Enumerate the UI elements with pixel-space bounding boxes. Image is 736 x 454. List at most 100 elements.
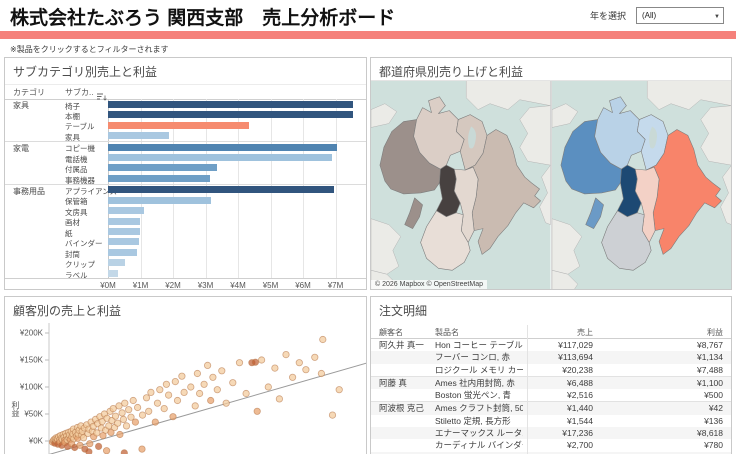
table-row[interactable]: 阿久井 真一 Hon コーヒー テーブル, 長方形 ¥117,029 ¥8,767 — [371, 339, 731, 351]
scatter-point[interactable] — [142, 394, 151, 402]
bar[interactable] — [108, 196, 212, 204]
subcategory-label[interactable]: 本棚 — [65, 111, 80, 121]
scatter-point[interactable] — [134, 403, 142, 412]
scatter-point[interactable] — [229, 379, 237, 387]
bar[interactable] — [108, 153, 333, 161]
table-row[interactable]: 阿波根 克己 Ames クラフト封筒, 50 枚セ.. ¥1,440 ¥42 — [371, 402, 731, 415]
bar[interactable] — [108, 111, 354, 119]
scatter-point[interactable] — [191, 402, 199, 410]
subcategory-label[interactable]: 封筒 — [65, 249, 80, 259]
table-row[interactable]: Stiletto 定規, 長方形 ¥1,544 ¥136 — [371, 415, 731, 427]
scatter-point[interactable] — [103, 447, 111, 454]
prefecture-wakayama[interactable] — [420, 210, 471, 271]
scatter-point[interactable] — [302, 366, 310, 374]
scatter-point[interactable] — [171, 378, 179, 386]
scatter-point[interactable] — [173, 396, 182, 405]
subcategory-label[interactable]: 文房具 — [65, 207, 88, 217]
scatter-point[interactable] — [207, 396, 215, 405]
prefecture-nara[interactable] — [634, 166, 659, 243]
scatter-point[interactable] — [80, 434, 88, 442]
bar[interactable] — [108, 132, 170, 140]
scatter-point[interactable] — [169, 413, 177, 421]
scatter-point[interactable] — [311, 353, 319, 361]
scatter-point[interactable] — [295, 359, 303, 367]
scatter-point[interactable] — [153, 399, 162, 407]
scatter-point[interactable] — [200, 380, 208, 388]
awaji-island[interactable] — [404, 197, 423, 229]
bar[interactable] — [108, 100, 354, 108]
scatter-point[interactable] — [125, 406, 133, 414]
bar[interactable] — [108, 174, 211, 182]
scatter-point[interactable] — [317, 369, 325, 378]
table-row[interactable]: フーバー コンロ, 赤 ¥113,694 ¥1,134 — [371, 351, 731, 364]
year-select[interactable]: (All) ▼ — [636, 7, 724, 24]
subcategory-label[interactable]: 付属品 — [65, 165, 88, 175]
scatter-point[interactable] — [160, 405, 168, 413]
bar[interactable] — [108, 207, 145, 215]
scatter-point[interactable] — [145, 407, 153, 415]
scatter-point[interactable] — [162, 380, 170, 388]
scatter-point[interactable] — [335, 386, 343, 394]
scatter-point[interactable] — [147, 388, 155, 397]
scatter-point[interactable] — [218, 367, 226, 375]
scatter-point[interactable] — [86, 440, 94, 448]
scatter-point[interactable] — [107, 428, 115, 436]
scatter-point[interactable] — [282, 350, 290, 359]
scatter-point[interactable] — [118, 409, 126, 417]
bar[interactable] — [108, 259, 125, 267]
table-row[interactable]: エナーマックス ルータ, 高耐久性 ¥17,236 ¥8,618 — [371, 427, 731, 440]
scatter-point[interactable] — [122, 422, 131, 430]
bar[interactable] — [108, 269, 119, 277]
scatter-point[interactable] — [328, 411, 337, 419]
scatter-point[interactable] — [288, 373, 297, 381]
scatter-point[interactable] — [275, 395, 283, 403]
subcategory-label[interactable]: 家具 — [65, 132, 80, 142]
bar[interactable] — [108, 186, 334, 194]
subcategory-label[interactable]: 事務機器 — [65, 175, 95, 185]
scatter-point[interactable] — [235, 359, 244, 367]
scatter-point[interactable] — [193, 369, 201, 378]
scatter-point[interactable] — [264, 383, 272, 391]
scatter-point[interactable] — [151, 418, 159, 426]
prefecture-osaka[interactable] — [436, 164, 461, 218]
scatter-point[interactable] — [204, 361, 212, 370]
bar[interactable] — [108, 238, 140, 246]
scatter-point[interactable] — [180, 388, 188, 397]
scatter-point[interactable] — [119, 415, 128, 424]
scatter-point[interactable] — [131, 418, 139, 426]
scatter-point[interactable] — [187, 383, 195, 391]
scatter-point[interactable] — [242, 389, 250, 398]
subcategory-label[interactable]: 椅子 — [65, 101, 80, 111]
table-row[interactable]: サムスン コードレス ヘッドセット..¥5,232 ¥172 — [371, 451, 731, 454]
scatter-point[interactable] — [319, 335, 327, 344]
subcategory-label[interactable]: 紙 — [65, 228, 73, 238]
subcategory-label[interactable]: クリップ — [65, 260, 95, 270]
table-row[interactable]: ロジクール メモリ カード, リサイ.. ¥20,238 ¥7,488 — [371, 364, 731, 376]
bar[interactable] — [108, 228, 140, 236]
bar[interactable] — [108, 217, 141, 225]
subcategory-label[interactable]: 電話機 — [65, 154, 88, 164]
scatter-point[interactable] — [114, 419, 122, 427]
subcategory-label[interactable]: 画材 — [65, 218, 80, 228]
scatter-point[interactable] — [251, 358, 259, 366]
scatter-point[interactable] — [76, 441, 84, 449]
subcategory-label[interactable]: バインダー — [65, 239, 103, 249]
scatter-point[interactable] — [253, 407, 261, 415]
subcategory-label[interactable]: コピー機 — [65, 144, 95, 154]
table-row[interactable]: カーディナル バインダー カバー, .. ¥2,700 ¥780 — [371, 439, 731, 451]
scatter-point[interactable] — [98, 418, 106, 426]
prefecture-nara[interactable] — [454, 166, 479, 243]
scatter-point[interactable] — [258, 356, 266, 364]
column-header-subcategory[interactable]: サブカ.. — [65, 88, 94, 97]
scatter-point[interactable] — [121, 399, 129, 407]
scatter-point[interactable] — [95, 442, 103, 450]
scatter-point[interactable] — [178, 372, 186, 380]
scatter-point[interactable] — [196, 389, 204, 398]
subcategory-label[interactable]: 保管箱 — [65, 197, 88, 207]
scatter-point[interactable] — [222, 399, 230, 407]
scatter-point[interactable] — [109, 405, 117, 413]
bar[interactable] — [108, 121, 250, 129]
bar[interactable] — [108, 143, 338, 151]
scatter-point[interactable] — [138, 445, 146, 453]
scatter-point[interactable] — [127, 413, 135, 421]
